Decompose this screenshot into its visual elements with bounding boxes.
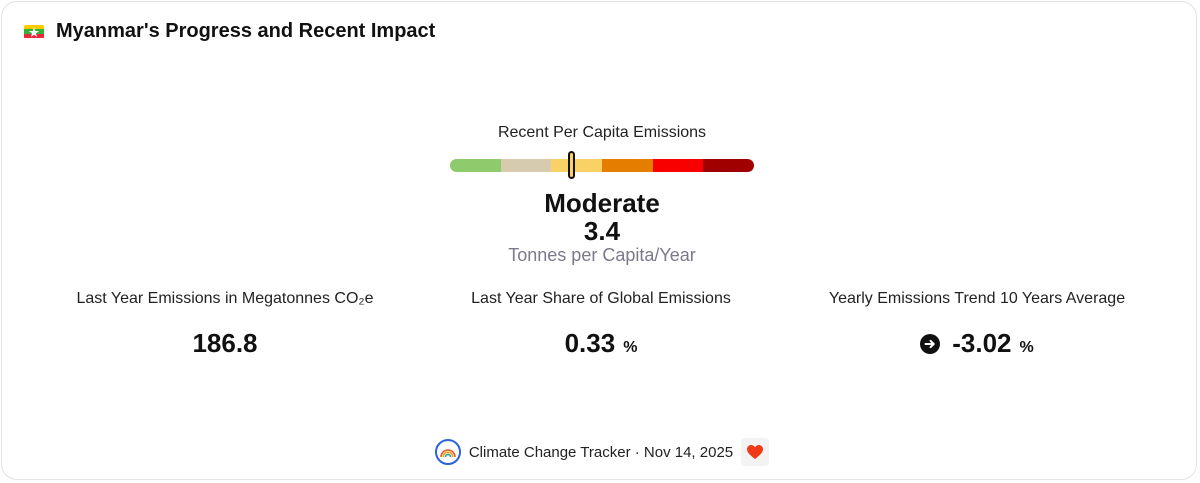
arrow-right-circle-icon	[920, 334, 941, 354]
stat-global-share: Last Year Share of Global Emissions 0.33…	[401, 290, 801, 359]
gauge-segment	[500, 159, 552, 172]
stat-unit: %	[623, 339, 638, 356]
heart-icon	[747, 445, 764, 459]
stat-number: 186.8	[192, 328, 258, 358]
footer: Climate Change Tracker · Nov 14, 2025	[2, 438, 1200, 466]
gauge-segment	[602, 159, 653, 172]
stat-unit: %	[1019, 339, 1034, 356]
gauge-marker	[567, 151, 575, 179]
card-header: Myanmar's Progress and Recent Impact	[24, 20, 435, 43]
myanmar-flag-icon	[24, 24, 44, 39]
stat-label: Last Year Share of Global Emissions	[471, 290, 731, 307]
gauge-segment	[551, 159, 603, 172]
footer-source[interactable]: Climate Change Tracker · Nov 14, 2025	[468, 443, 734, 461]
stat-value: 0.33 %	[565, 328, 638, 359]
stat-emissions: Last Year Emissions in Megatonnes CO₂e 1…	[25, 290, 425, 359]
stat-value: -3.02 %	[920, 328, 1034, 359]
stat-number: -3.02	[952, 328, 1012, 358]
card-title: Myanmar's Progress and Recent Impact	[56, 20, 436, 42]
gauge-label: Recent Per Capita Emissions	[497, 124, 707, 141]
gauge-value: 3.4	[583, 216, 621, 246]
stat-trend: Yearly Emissions Trend 10 Years Average …	[777, 290, 1177, 359]
heart-button[interactable]	[741, 438, 770, 466]
gauge-segment	[652, 159, 704, 172]
per-capita-gauge: Recent Per Capita Emissions Moderate 3.4…	[2, 124, 1200, 265]
gauge-segment	[450, 159, 501, 172]
gauge-bar	[450, 159, 754, 172]
climate-change-tracker-logo[interactable]	[434, 439, 461, 465]
stat-number: 0.33	[564, 328, 616, 358]
gauge-segment	[703, 159, 754, 172]
gauge-level: Moderate	[544, 188, 660, 218]
stat-label: Yearly Emissions Trend 10 Years Average	[828, 290, 1126, 307]
gauge-unit: Tonnes per Capita/Year	[508, 245, 696, 265]
stat-label: Last Year Emissions in Megatonnes CO₂e	[76, 290, 374, 307]
stat-value: 186.8	[192, 328, 257, 359]
